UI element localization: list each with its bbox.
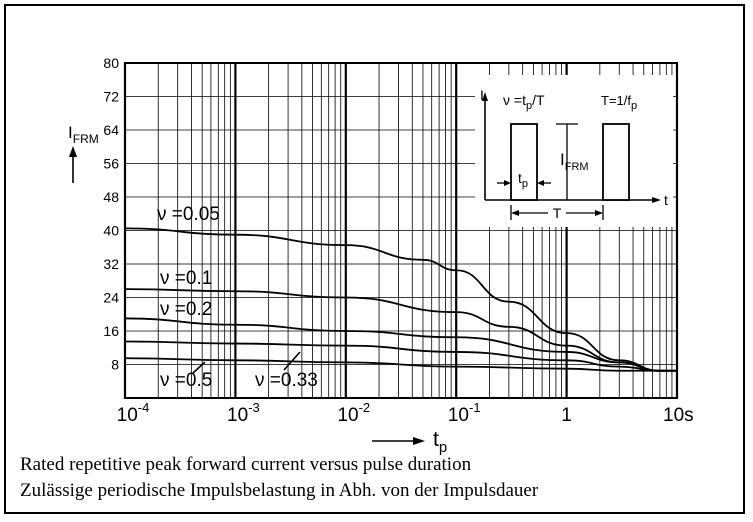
y-tick-label: 16 [103, 323, 119, 339]
series-line-0 [124, 227, 677, 372]
y-tick-label: 40 [103, 223, 119, 239]
x-tick-label: 10s [663, 405, 694, 426]
y-tick-label: 64 [103, 122, 119, 138]
x-tick-label: 10-2 [337, 400, 370, 426]
inset-x-label: t [664, 192, 668, 208]
inset-tp-arrowhead-left [504, 180, 511, 186]
x-axis-arrow-head [413, 437, 425, 445]
figure-frame [4, 4, 745, 514]
inset-pulse [510, 123, 538, 201]
y-tick-label: 48 [103, 189, 119, 205]
y-axis-arrow-head [69, 146, 77, 157]
inset-y-arrow [482, 92, 488, 101]
y-tick-label: 72 [103, 89, 119, 105]
series-line-3 [124, 340, 677, 372]
inset-formula-T: T=1/fp [601, 93, 637, 112]
y-axis-label: IFRM [68, 123, 99, 146]
y-tick-label: 80 [103, 55, 119, 71]
series-label-2: ν =0.2 [160, 299, 212, 320]
x-axis-label: tp [433, 428, 447, 456]
series-line-2 [124, 317, 677, 372]
x-tick-label: 10-1 [448, 400, 481, 426]
x-tick-label: 1 [561, 405, 572, 426]
inset-tp-arrowhead-right [537, 180, 544, 186]
inset-pulse [602, 123, 630, 201]
y-tick-label: 8 [111, 357, 119, 373]
inset-ifrm-label: IFRM [560, 150, 589, 173]
inset-x-arrow [652, 197, 661, 203]
series-label-3: ν =0.33 [255, 370, 318, 391]
inset-panel [475, 75, 673, 227]
caption-german: Zulässige periodische Impulsbelastung in… [20, 480, 539, 501]
plot-area [124, 62, 678, 399]
inset-formula-nu: ν =tp/T [503, 92, 545, 112]
series-pointer-0.5 [192, 361, 206, 374]
caption-english: Rated repetitive peak forward current ve… [20, 454, 472, 475]
series-pointer-0.33 [283, 351, 301, 371]
inset-T-arrowhead-right [595, 210, 603, 216]
y-tick-label: 24 [103, 290, 119, 306]
x-tick-label: 10-4 [117, 400, 150, 426]
x-tick-label: 10-3 [227, 400, 260, 426]
series-line-4 [124, 357, 677, 372]
inset-T-label: T [553, 205, 562, 221]
series-label-1: ν =0.1 [160, 268, 212, 289]
inset-y-label: I [480, 87, 484, 103]
series-label-0: ν =0.05 [157, 204, 220, 225]
y-tick-label: 56 [103, 156, 119, 172]
y-tick-label: 32 [103, 256, 119, 272]
series-label-4: ν =0.5 [160, 370, 212, 391]
inset-tp-label: tp [518, 170, 528, 190]
inset-T-arrowhead-left [511, 210, 519, 216]
